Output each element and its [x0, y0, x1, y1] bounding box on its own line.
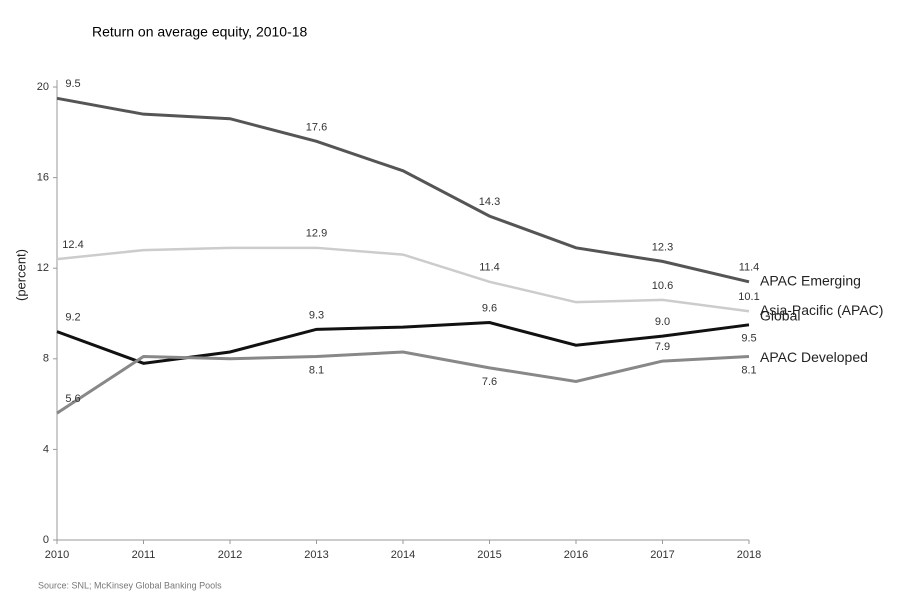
data-label: 12.9 [306, 228, 327, 240]
data-label: 17.6 [306, 121, 327, 133]
source-note: Source: SNL; McKinsey Global Banking Poo… [38, 580, 222, 590]
x-tick-label: 2015 [477, 549, 501, 561]
data-label: 9.2 [65, 312, 80, 324]
data-label: 14.3 [479, 196, 500, 208]
data-label: 10.1 [738, 291, 759, 303]
x-tick-label: 2012 [218, 549, 242, 561]
x-tick-label: 2016 [564, 549, 588, 561]
x-tick-label: 2017 [650, 549, 674, 561]
x-tick-label: 2014 [391, 549, 415, 561]
data-label: 9.0 [655, 316, 670, 328]
data-label: 9.5 [741, 333, 756, 345]
y-axis-label: (percent) [13, 249, 28, 301]
data-label: 12.4 [62, 239, 83, 251]
y-tick-label: 12 [37, 262, 49, 274]
x-tick-label: 2011 [132, 549, 156, 561]
data-label: 9.5 [65, 78, 80, 90]
chart-title: Return on average equity, 2010-18 [92, 24, 308, 40]
series-line [56, 96, 750, 284]
series-line [56, 246, 750, 313]
legend-label: APAC Emerging [760, 272, 861, 288]
legend-label: APAC Developed [760, 349, 868, 365]
y-tick-label: 20 [37, 81, 49, 93]
series-line [56, 350, 750, 415]
data-label: 9.6 [482, 302, 497, 314]
data-label: 12.3 [652, 241, 673, 253]
data-label: 7.6 [482, 376, 497, 388]
data-label: 11.4 [479, 262, 500, 274]
x-tick-label: 2013 [304, 549, 328, 561]
x-tick-label: 2010 [45, 549, 69, 561]
data-label: 8.1 [741, 364, 756, 376]
y-tick-label: 4 [43, 443, 49, 455]
legend-label: Global [760, 308, 800, 324]
data-label: 5.6 [65, 393, 80, 405]
data-label: 11.4 [739, 262, 760, 274]
series-line [56, 321, 750, 365]
legend-label: Asia-Pacific (APAC) [760, 302, 883, 318]
y-tick-label: 8 [43, 353, 49, 365]
y-tick-label: 0 [43, 534, 49, 546]
data-label: 10.6 [652, 280, 673, 292]
x-tick-label: 2018 [737, 549, 761, 561]
data-label: 8.1 [309, 364, 324, 376]
data-label: 9.3 [309, 309, 324, 321]
y-tick-label: 16 [37, 172, 49, 184]
data-label: 7.9 [655, 341, 670, 353]
